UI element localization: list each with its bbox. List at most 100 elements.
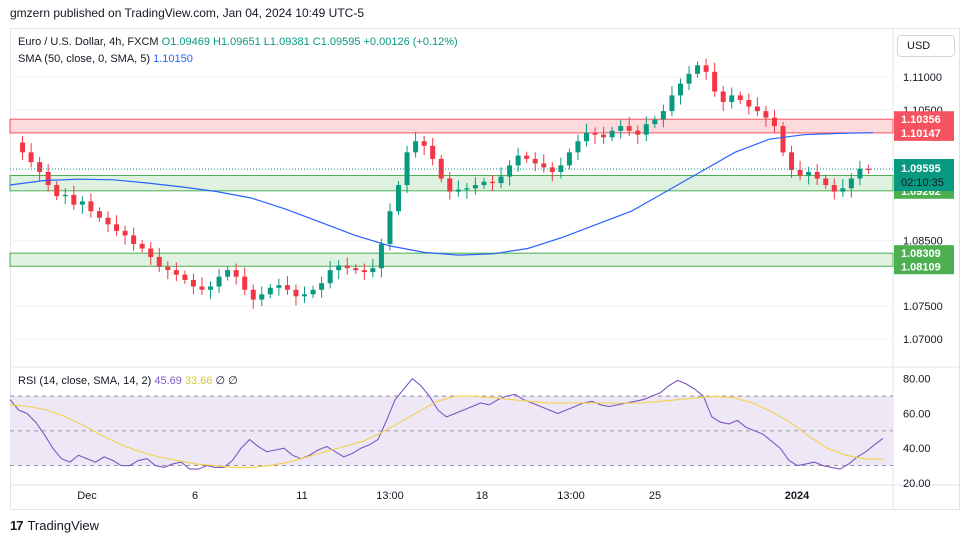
candle-body	[122, 230, 128, 236]
zone-price-label: 1.10147	[901, 128, 941, 140]
candle-body	[438, 158, 444, 179]
candle-body	[259, 294, 265, 300]
candle-body	[609, 130, 615, 138]
candle-body	[720, 91, 726, 102]
candle-body	[430, 145, 436, 159]
candle-body	[79, 201, 85, 205]
candle-body	[575, 141, 581, 153]
candle-body	[378, 243, 384, 269]
candle-body	[472, 185, 478, 189]
rsi-sma-value: 33.66	[184, 375, 213, 387]
candle-body	[28, 152, 34, 163]
candle-body	[814, 171, 820, 179]
time-tick-label: 6	[192, 490, 198, 502]
candle-body	[498, 176, 504, 184]
candle-body	[404, 152, 410, 186]
rsi-tick-label: 60.00	[903, 408, 931, 420]
brand-name: TradingView	[27, 518, 100, 533]
candle-body	[190, 279, 196, 287]
candle-body	[208, 286, 214, 290]
currency-button[interactable]: USD	[897, 35, 955, 57]
candle-body	[823, 178, 829, 186]
symbol-name: Euro / U.S. Dollar, 4h, FXCM	[18, 36, 159, 48]
sma-label: SMA (50, close, 0, SMA, 5)	[18, 53, 151, 65]
candle-body	[267, 287, 273, 295]
candle-body	[62, 194, 68, 197]
candle-body	[737, 95, 743, 100]
rsi-legend: RSI (14, close, SMA, 14, 2) 45.69 33.66 …	[18, 374, 238, 387]
candle-body	[114, 224, 120, 231]
candle-body	[771, 117, 777, 127]
zone-price-tag	[894, 245, 954, 262]
rsi-label: RSI (14, close, SMA, 14, 2)	[18, 375, 152, 387]
candle-body	[601, 134, 607, 138]
candle-body	[387, 211, 393, 244]
candle-body	[541, 163, 547, 168]
rsi-value: 45.69	[154, 375, 182, 387]
candle-body	[319, 283, 325, 290]
time-tick-label: 18	[476, 490, 488, 502]
zone-price-tag	[894, 124, 954, 141]
tradingview-logo-icon: 17	[10, 518, 24, 533]
candle-body	[361, 270, 367, 273]
candle-body	[310, 289, 316, 295]
candle-body	[532, 158, 538, 164]
zone-support	[9, 252, 894, 267]
candle-body	[746, 99, 752, 107]
candle-body	[96, 211, 102, 218]
candle-body	[233, 270, 239, 277]
candle-body	[464, 188, 470, 190]
rsi-line	[9, 377, 884, 470]
candle-body	[276, 285, 282, 288]
candle-body	[712, 71, 718, 92]
countdown-label: 02:10:35	[901, 177, 944, 189]
candle-body	[566, 152, 572, 166]
candle-body	[20, 142, 26, 153]
candle-body	[131, 235, 137, 244]
rsi-extra: ∅ ∅	[215, 375, 238, 387]
candle-body	[515, 155, 521, 166]
zone-price-label: 1.10356	[901, 114, 941, 126]
candle-body	[703, 65, 709, 72]
candle-body	[489, 181, 495, 184]
candle-body	[857, 168, 863, 179]
candle-body	[447, 178, 453, 192]
candle-body	[652, 119, 658, 125]
candle-body	[88, 201, 94, 212]
candle-body	[199, 286, 205, 290]
price-tick-label: 1.11000	[903, 72, 942, 84]
price-tick-label: 1.07500	[903, 301, 943, 313]
candle-body	[302, 294, 308, 297]
candle-body	[643, 124, 649, 135]
sma-legend: SMA (50, close, 0, SMA, 5) 1.10150	[18, 53, 193, 65]
zone-price-label: 1.08309	[901, 248, 941, 260]
candle-body	[45, 171, 51, 186]
time-tick-label: 11	[296, 490, 307, 502]
candle-body	[242, 276, 248, 290]
rsi-tick-label: 80.00	[903, 374, 931, 386]
candle-body	[507, 165, 513, 177]
candle-body	[549, 167, 555, 172]
candle-body	[840, 188, 846, 192]
ohlc-values: O1.09469 H1.09651 L1.09381 C1.09595 +0.0…	[161, 36, 458, 48]
candle-body	[789, 152, 795, 170]
candle-body	[182, 274, 188, 280]
chart-frame	[10, 28, 960, 510]
candle-body	[583, 132, 589, 142]
candle-body	[148, 248, 154, 258]
candle-body	[225, 270, 231, 277]
sma-line	[9, 132, 874, 256]
rsi-tick-label: 20.00	[903, 478, 931, 490]
candle-body	[763, 111, 769, 118]
sma-value: 1.10150	[153, 53, 193, 65]
candle-body	[37, 162, 43, 172]
candle-body	[831, 185, 837, 192]
rsi-sma-line	[9, 395, 884, 468]
candle-body	[806, 171, 812, 176]
time-tick-label: 13:00	[557, 490, 585, 502]
candle-body	[481, 181, 487, 186]
candle-body	[729, 95, 735, 102]
candle-body	[336, 265, 342, 271]
candle-body	[353, 268, 359, 271]
